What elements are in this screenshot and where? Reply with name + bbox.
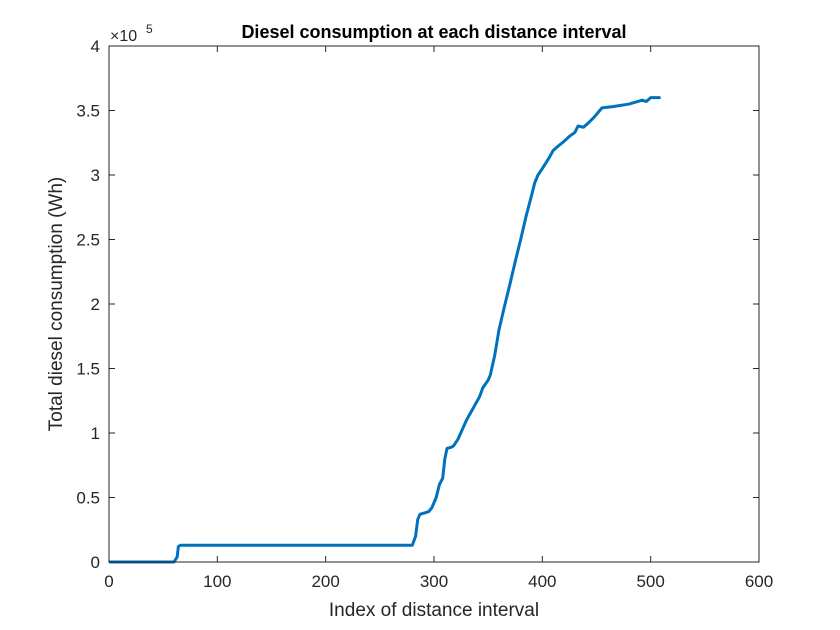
y-tick-label: 2.5 [76,231,100,250]
y-tick-label: 3.5 [76,102,100,121]
x-tick-label: 200 [311,572,339,591]
y-exponent-power: 5 [146,22,153,36]
x-tick-label: 500 [636,572,664,591]
series-group [108,96,661,564]
y-tick-label: 4 [91,37,100,56]
y-tick-label: 0.5 [76,489,100,508]
y-tick-label: 3 [91,166,100,185]
series-line [108,96,661,564]
x-tick-label: 400 [528,572,556,591]
chart-title: Diesel consumption at each distance inte… [241,22,626,42]
plot-area-background [109,46,759,562]
y-tick-label: 1.5 [76,360,100,379]
x-axis-label: Index of distance interval [329,600,539,621]
x-tick-label: 0 [104,572,113,591]
y-axis-label: Total diesel consumption (Wh) [46,177,67,432]
x-tick-label: 600 [745,572,773,591]
plot-area-box [108,45,760,563]
y-exponent-base: ×10 [110,28,137,45]
y-axis-ticks: 0 0.5 1 1.5 2 2.5 3 3.5 4 [76,37,759,572]
y-tick-label: 1 [91,424,100,443]
y-exponent-label: ×10 5 [110,22,153,45]
x-tick-label: 100 [203,572,231,591]
y-tick-label: 2 [91,295,100,314]
y-tick-label: 0 [91,553,100,572]
x-axis-ticks: 0 100 200 300 400 500 600 [104,46,773,591]
x-tick-label: 300 [420,572,448,591]
